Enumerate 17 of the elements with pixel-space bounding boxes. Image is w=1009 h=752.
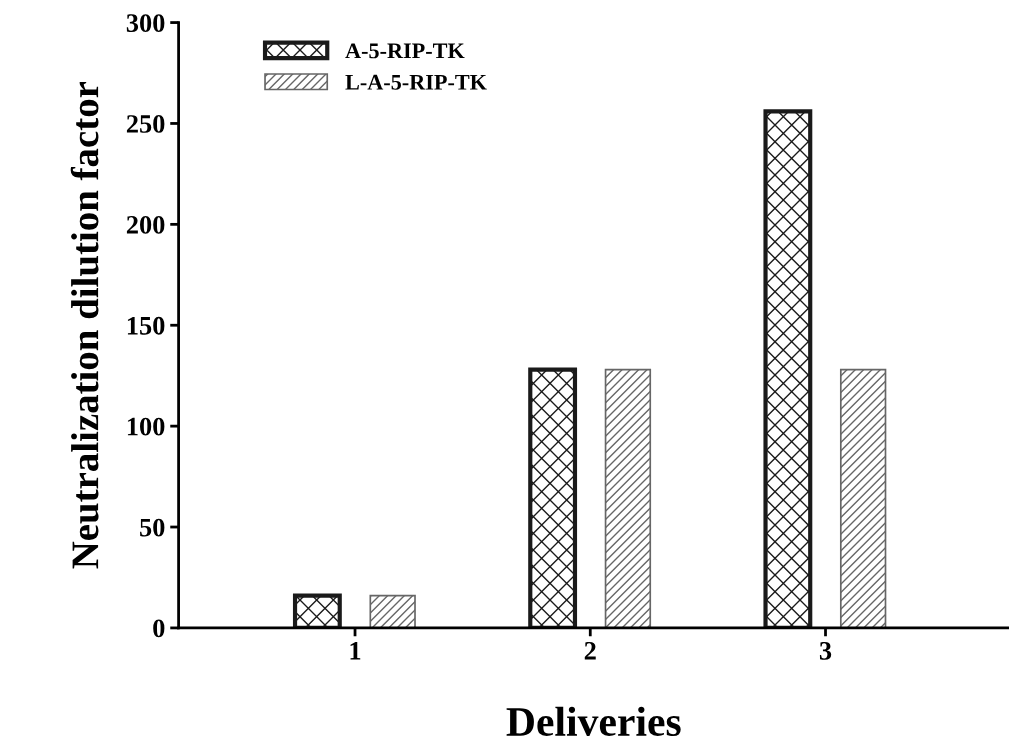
x-axis-title: Deliveries	[506, 706, 681, 737]
bar	[369, 594, 416, 628]
y-tick-label: 0	[153, 619, 165, 638]
y-axis-title: Neutralization dilution factor	[70, 81, 99, 569]
y-tick-label: 150	[127, 316, 165, 335]
y-tick-label: 200	[126, 215, 165, 234]
x-tick-label: 3	[819, 641, 832, 660]
legend-label: A-5-RIP-TK	[345, 43, 465, 59]
x-tick-label: 1	[350, 642, 361, 660]
bar	[604, 368, 652, 628]
y-tick-label: 300	[126, 14, 165, 32]
y-tick-label: 250	[126, 115, 165, 133]
y-tick-label: 50	[140, 518, 165, 537]
bar	[839, 368, 887, 628]
y-tick-label: 100	[127, 417, 165, 436]
legend-label: L-A-5-RIP-TK	[345, 74, 487, 90]
x-tick-label: 2	[584, 641, 596, 660]
